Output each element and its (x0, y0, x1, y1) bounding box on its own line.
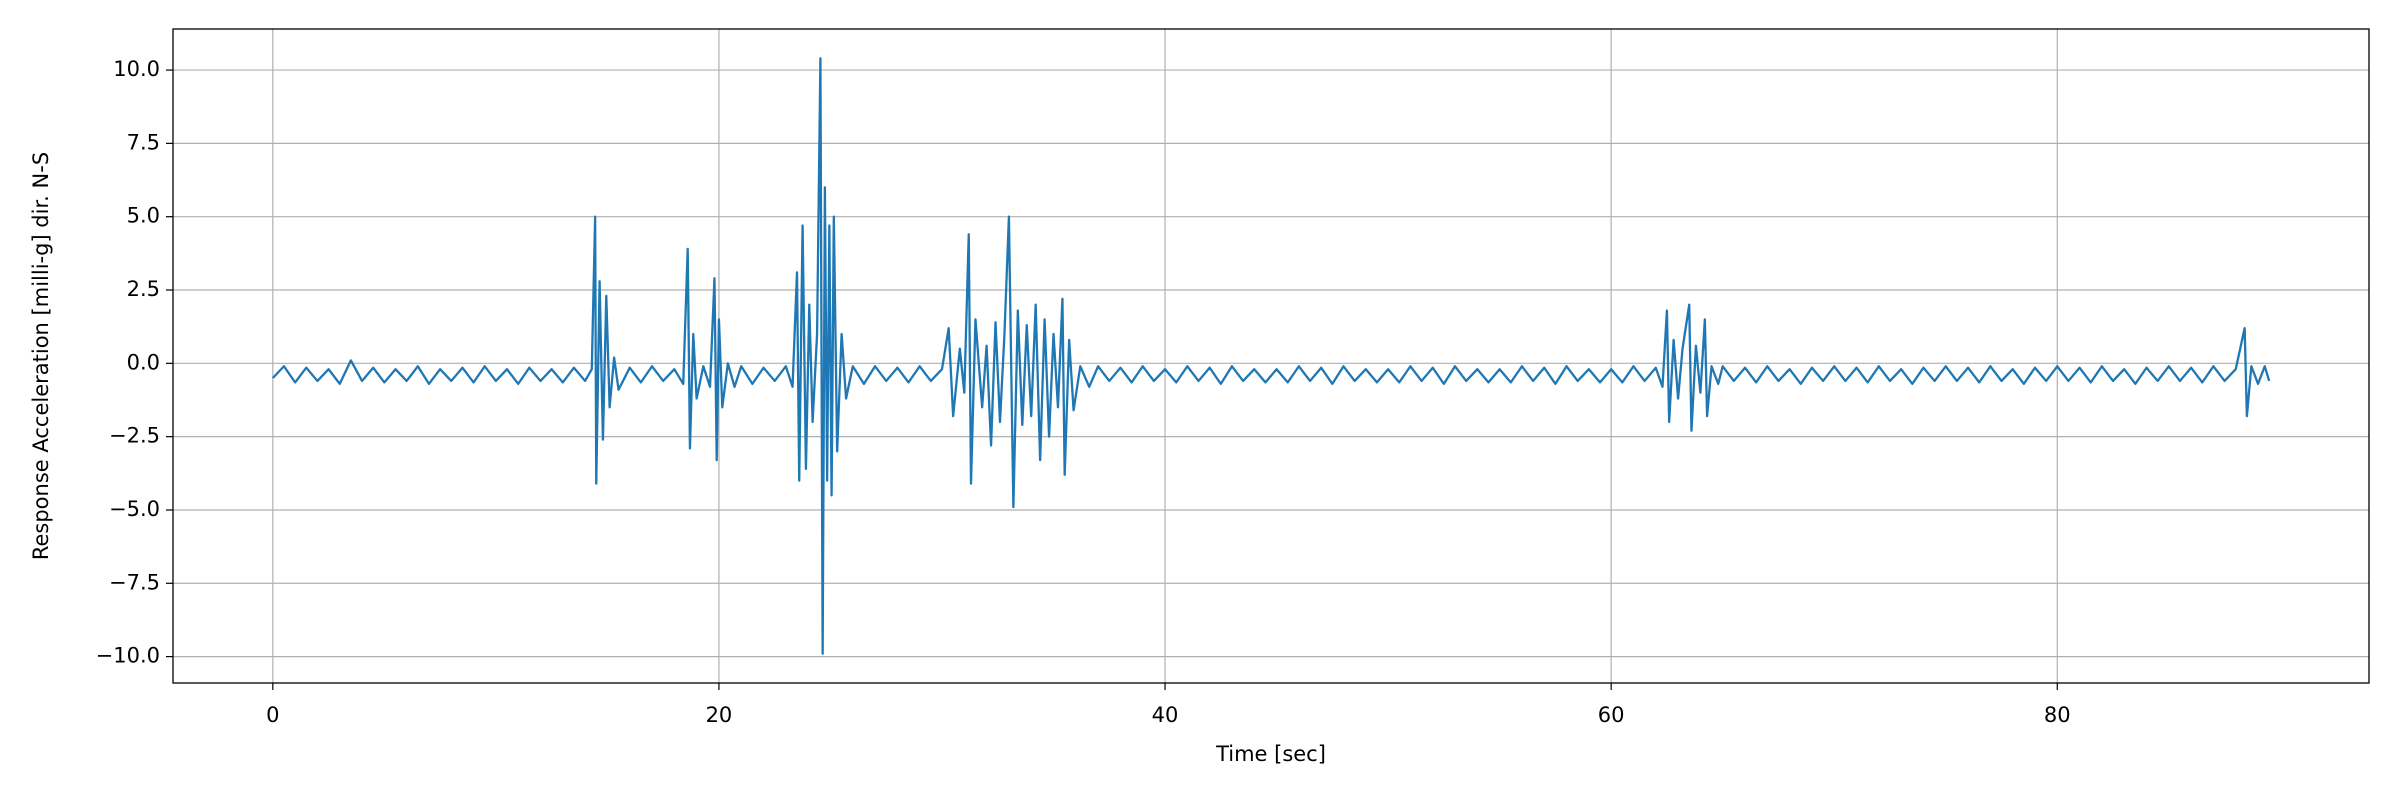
y-tick-label: 2.5 (127, 277, 160, 301)
plot-frame (172, 28, 2370, 684)
y-tick-label: −10.0 (96, 644, 160, 668)
y-tick-label: −5.0 (109, 497, 160, 521)
y-tick-label: −7.5 (109, 570, 160, 594)
x-tick-label: 80 (2044, 703, 2071, 727)
x-tick-label: 0 (266, 703, 279, 727)
y-tick-label: 7.5 (127, 130, 160, 154)
y-axis-label: Response Acceleration [milli-g] dir. N-S (29, 152, 53, 560)
y-tick-label: −2.5 (109, 424, 160, 448)
x-tick-label: 20 (706, 703, 733, 727)
x-tick-label: 60 (1598, 703, 1625, 727)
x-tick-label: 40 (1152, 703, 1179, 727)
y-tick-label: 10.0 (113, 57, 160, 81)
data-line (271, 57, 2271, 655)
y-tick-label: 0.0 (127, 350, 160, 374)
x-axis-label: Time [sec] (1215, 742, 1326, 766)
y-tick-label: 5.0 (127, 204, 160, 228)
